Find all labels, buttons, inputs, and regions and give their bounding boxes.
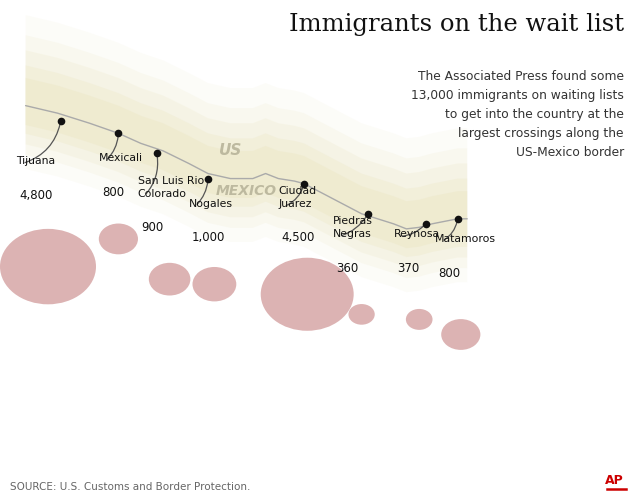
Text: 4,500: 4,500 — [282, 231, 315, 244]
Polygon shape — [26, 50, 467, 268]
Circle shape — [441, 319, 481, 350]
Circle shape — [348, 304, 375, 325]
Text: 4,800: 4,800 — [19, 189, 52, 202]
Circle shape — [260, 258, 354, 331]
Text: Reynosa: Reynosa — [394, 229, 440, 239]
Polygon shape — [26, 35, 467, 278]
Text: Piedras
Negras: Piedras Negras — [333, 216, 372, 239]
Text: Matamoros: Matamoros — [435, 234, 496, 244]
Text: AP: AP — [605, 474, 624, 487]
Text: 370: 370 — [397, 262, 419, 275]
Text: US: US — [219, 143, 242, 158]
Text: MEXICO: MEXICO — [216, 184, 277, 198]
Text: 900: 900 — [141, 221, 163, 234]
Text: San Luis Rio
Colorado: San Luis Rio Colorado — [138, 176, 204, 199]
Circle shape — [406, 309, 433, 330]
Polygon shape — [26, 65, 467, 257]
Text: Nogales: Nogales — [189, 199, 233, 209]
Text: 800: 800 — [102, 186, 125, 199]
Polygon shape — [26, 78, 467, 248]
Circle shape — [193, 267, 236, 301]
Polygon shape — [26, 15, 467, 292]
Text: Immigrants on the wait list: Immigrants on the wait list — [289, 13, 624, 36]
Text: 1,000: 1,000 — [192, 231, 225, 244]
Text: 800: 800 — [438, 267, 461, 280]
Circle shape — [0, 229, 96, 304]
Circle shape — [149, 263, 190, 295]
Text: Mexicali: Mexicali — [99, 153, 143, 163]
Text: 360: 360 — [336, 262, 358, 275]
Circle shape — [99, 223, 138, 255]
Text: Ciudad
Juarez: Ciudad Juarez — [278, 186, 317, 209]
Text: SOURCE: U.S. Customs and Border Protection.: SOURCE: U.S. Customs and Border Protecti… — [10, 482, 250, 492]
Text: The Associated Press found some
13,000 immigrants on waiting lists
to get into t: The Associated Press found some 13,000 i… — [411, 70, 624, 159]
Text: Tijuana: Tijuana — [16, 156, 55, 166]
